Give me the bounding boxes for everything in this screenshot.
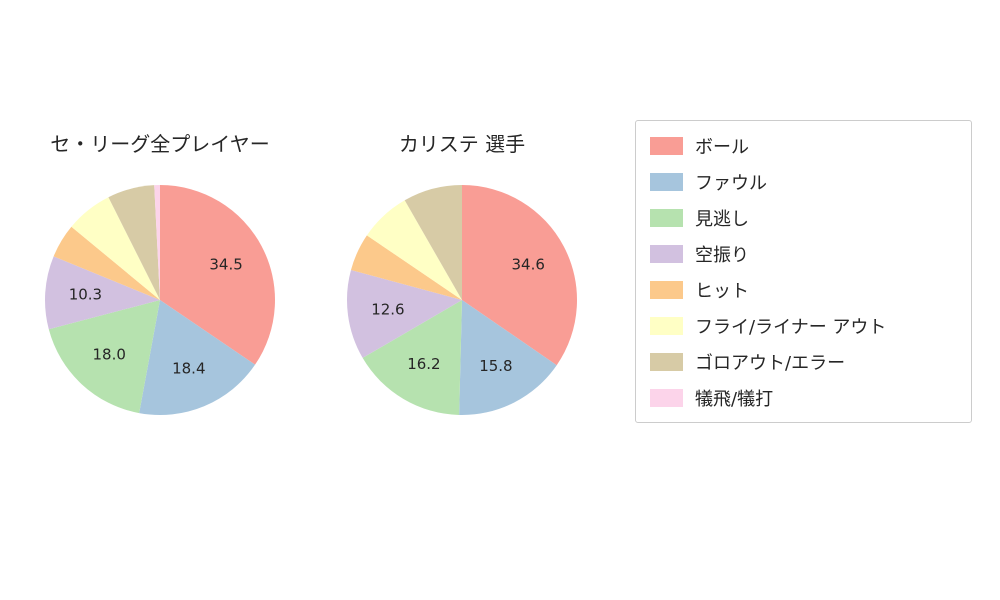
chart-title-left: セ・リーグ全プレイヤー xyxy=(50,132,270,156)
legend-label-0: ボール xyxy=(695,136,749,158)
pie-slice-5 xyxy=(366,200,462,300)
pie-slice-label-2: 16.2 xyxy=(407,355,440,373)
pie-slice-label-1: 15.8 xyxy=(479,357,512,375)
legend-item-5: フライ/ライナー アウト xyxy=(650,314,957,338)
pie-slice-4 xyxy=(53,226,160,300)
legend-label-7: 犠飛/犠打 xyxy=(695,388,774,410)
legend-swatch-6 xyxy=(650,352,683,371)
legend-label-5: フライ/ライナー アウト xyxy=(695,316,887,338)
legend-item-6: ゴロアウト/エラー xyxy=(650,350,957,374)
legend-swatch-2 xyxy=(650,208,683,227)
pie-chart-right: 34.6 15.8 16.2 12.6 xyxy=(346,185,578,415)
pie-slice-3 xyxy=(346,270,462,358)
legend-item-0: ボール xyxy=(650,134,957,158)
pie-slice-5 xyxy=(71,197,160,300)
pie-slice-1 xyxy=(139,300,256,416)
pie-slice-7 xyxy=(154,185,160,300)
legend-label-4: ヒット xyxy=(695,280,749,302)
legend-swatch-4 xyxy=(650,280,683,299)
pie-slice-6 xyxy=(108,185,160,300)
pie-slice-2 xyxy=(362,300,462,415)
pie-slice-0 xyxy=(462,185,578,366)
legend-item-1: ファウル xyxy=(650,170,957,194)
pie-slice-4 xyxy=(350,235,462,300)
legend-swatch-7 xyxy=(650,388,683,407)
chart-title-right: カリステ 選手 xyxy=(398,132,526,156)
legend-swatch-5 xyxy=(650,316,683,335)
legend-label-6: ゴロアウト/エラー xyxy=(695,352,846,374)
pie-slice-2 xyxy=(48,300,160,414)
pie-slice-label-3: 10.3 xyxy=(69,286,102,304)
legend-item-3: 空振り xyxy=(650,242,957,266)
pie-slice-label-0: 34.5 xyxy=(209,256,242,274)
legend-label-3: 空振り xyxy=(695,244,749,266)
legend-label-1: ファウル xyxy=(695,172,767,194)
legend-item-4: ヒット xyxy=(650,278,957,302)
legend-item-7: 犠飛/犠打 xyxy=(650,386,957,410)
legend: ボールファウル見逃し空振りヒットフライ/ライナー アウト ゴロアウト/エラー 犠飛/… xyxy=(635,120,972,423)
legend-swatch-0 xyxy=(650,136,683,155)
legend-label-2: 見逃し xyxy=(695,208,749,230)
pie-slice-3 xyxy=(44,256,160,330)
pie-slice-6 xyxy=(404,185,462,300)
pie-slice-label-3: 12.6 xyxy=(371,300,404,318)
pie-slice-label-0: 34.6 xyxy=(511,256,544,274)
pie-slice-label-1: 18.4 xyxy=(172,360,205,378)
legend-swatch-3 xyxy=(650,244,683,263)
pie-slice-label-2: 18.0 xyxy=(92,345,125,363)
legend-item-2: 見逃し xyxy=(650,206,957,230)
pie-slice-1 xyxy=(459,300,557,415)
pie-slice-0 xyxy=(160,185,275,365)
pie-chart-left: 34.5 18.4 18.0 10.3 xyxy=(44,185,275,416)
legend-swatch-1 xyxy=(650,172,683,191)
